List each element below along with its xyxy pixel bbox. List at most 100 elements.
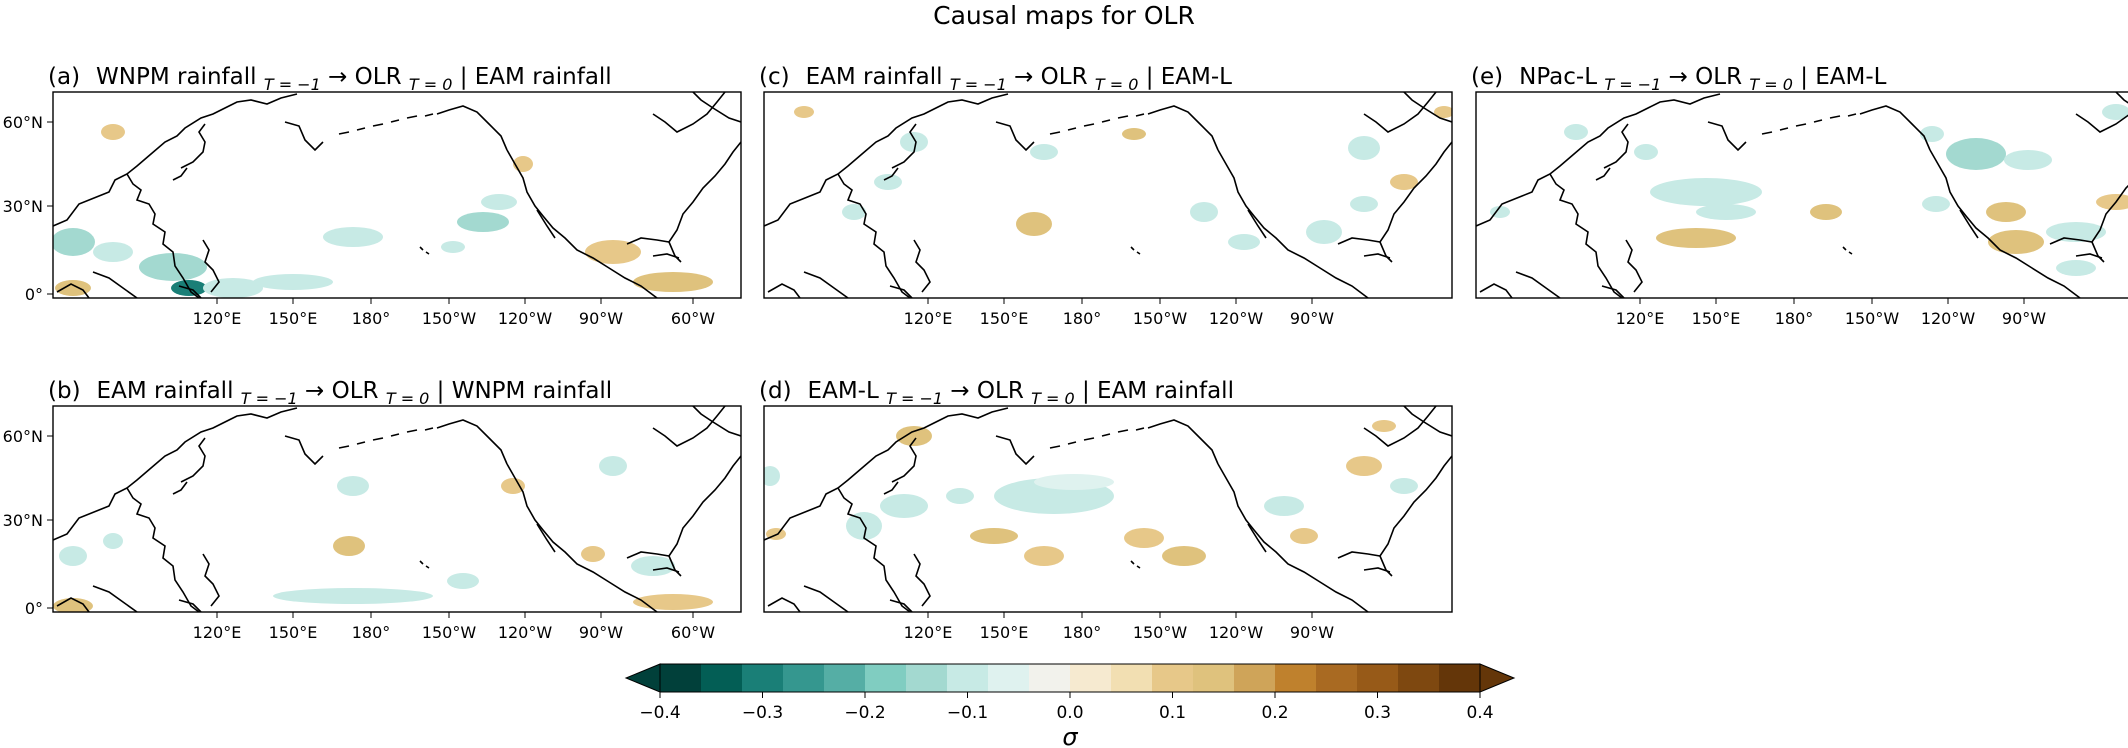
- panel-letter: (c): [759, 64, 790, 90]
- lon-tick-label: 150°E: [1692, 309, 1741, 328]
- map-panel: (b) EAM rainfall T = −1 → OLR T = 0 | WNP…: [3, 378, 742, 642]
- coastline: [1130, 560, 1141, 569]
- panel-title: (e) NPac-L T = −1 → OLR T = 0 | EAM-L: [1471, 64, 1887, 94]
- anomaly-patch: [513, 156, 533, 172]
- anomaly-patch: [1810, 204, 1842, 220]
- anomaly-patch: [323, 227, 383, 247]
- anomaly-patch: [93, 242, 133, 262]
- colorbar-bin: [1439, 664, 1481, 692]
- coastline: [506, 149, 658, 298]
- panel-title: (a) WNPM rainfall T = −1 → OLR T = 0 | EA…: [48, 64, 612, 94]
- coastline: [1337, 455, 1452, 559]
- panel-title-text: EAM rainfall T = −1 → OLR T = 0 | EAM-L: [806, 64, 1233, 94]
- anomaly-patch: [1162, 546, 1206, 566]
- colorbar-bin: [1234, 664, 1276, 692]
- colorbar-bin: [742, 664, 784, 692]
- coastline: [1363, 406, 1437, 447]
- colorbar-bin: [783, 664, 825, 692]
- anomaly-patch: [1390, 478, 1418, 494]
- lon-tick-label: 150°W: [1133, 309, 1188, 328]
- coastline: [1403, 406, 1452, 437]
- coastline: [1595, 167, 1611, 181]
- anomaly-patch: [1306, 220, 1342, 244]
- map-frame: [52, 91, 742, 299]
- coastline: [891, 437, 917, 483]
- lon-tick-label: 60°W: [671, 623, 715, 642]
- lon-tick-label: 120°E: [193, 623, 242, 642]
- anomaly-patch: [1228, 234, 1260, 250]
- colorbar-tick-label: 0.3: [1364, 703, 1391, 723]
- colorbar-bin: [1398, 664, 1440, 692]
- coastline: [2115, 92, 2128, 104]
- lon-tick-label: 150°W: [1845, 309, 1900, 328]
- coastline: [1049, 113, 1145, 135]
- panel-title-subscript: T = 0: [1095, 75, 1139, 94]
- panel-title-subscript: T = −1: [950, 75, 1007, 94]
- map-body: [53, 406, 741, 612]
- anomaly-patch: [874, 174, 902, 190]
- colorbar-tick-label: −0.4: [639, 703, 680, 723]
- coastline: [1403, 92, 1452, 123]
- colorbar-bin: [701, 664, 743, 692]
- colorbar-extend-min: [624, 663, 661, 693]
- lon-tick-label: 60°W: [671, 309, 715, 328]
- coastline: [56, 597, 90, 612]
- lon-tick-label: 120°E: [904, 623, 953, 642]
- panel-title-segment: | EAM-L: [1138, 64, 1232, 90]
- anomaly-patch: [581, 546, 605, 562]
- panel-title-subscript: T = −1: [886, 389, 943, 408]
- coastline: [419, 246, 430, 255]
- panel-title-segment: | EAM rainfall: [1075, 378, 1234, 404]
- map-background: [53, 406, 741, 612]
- coastline: [178, 285, 202, 298]
- coastline: [1707, 121, 1747, 152]
- colorbar-bin: [1152, 664, 1194, 692]
- colorbar-tick-label: −0.3: [742, 703, 783, 723]
- coastline: [1247, 209, 1267, 239]
- colorbar-bin: [947, 664, 989, 692]
- lon-tick-label: 90°W: [2002, 309, 2046, 328]
- colorbar-bin: [1070, 664, 1112, 692]
- anomaly-patch: [101, 124, 125, 140]
- panel-title-segment: | WNPM rainfall: [429, 378, 612, 404]
- panel-title: (c) EAM rainfall T = −1 → OLR T = 0 | EAM…: [759, 64, 1232, 94]
- anomaly-patch: [1920, 126, 1944, 142]
- coastline: [652, 406, 726, 447]
- coastline: [1929, 149, 2081, 298]
- anomaly-patch: [2102, 104, 2128, 120]
- anomaly-patch: [1372, 420, 1396, 432]
- anomaly-patch: [1290, 528, 1318, 544]
- coastline: [891, 123, 917, 169]
- coastline: [626, 141, 741, 245]
- coastline: [53, 407, 298, 541]
- anomaly-patch: [139, 253, 207, 281]
- lon-tick-label: 120°W: [498, 309, 553, 328]
- panel-title-subscript: T = 0: [386, 389, 430, 408]
- anomaly-patch: [53, 598, 93, 612]
- coastline: [536, 523, 556, 553]
- anomaly-patch: [1696, 204, 1756, 220]
- colorbar-bin: [1111, 664, 1153, 692]
- coastline: [1761, 113, 1857, 135]
- lon-tick-label: 180°: [1063, 623, 1102, 642]
- colorbar-bin: [660, 664, 702, 692]
- anomaly-patch: [1350, 196, 1378, 212]
- map-background: [1476, 92, 2128, 298]
- colorbar-tick-label: −0.2: [844, 703, 885, 723]
- colorbar-bin: [1029, 664, 1071, 692]
- anomaly-patch: [896, 426, 932, 446]
- map-body: [764, 92, 1452, 298]
- panel-title-segment: NPac-L: [1519, 64, 1604, 90]
- anomaly-patch: [59, 546, 87, 566]
- map-frame: [763, 91, 1453, 299]
- panel-title: (b) EAM rainfall T = −1 → OLR T = 0 | WNP…: [48, 378, 612, 408]
- coastline: [883, 167, 899, 181]
- coastline: [803, 585, 849, 612]
- lon-tick-label: 90°W: [579, 623, 623, 642]
- anomaly-patch: [1190, 202, 1218, 222]
- figure-title: Causal maps for OLR: [933, 1, 1195, 30]
- anomaly-patch: [599, 456, 627, 476]
- anomaly-patch: [842, 204, 866, 220]
- coastline: [1842, 246, 1853, 255]
